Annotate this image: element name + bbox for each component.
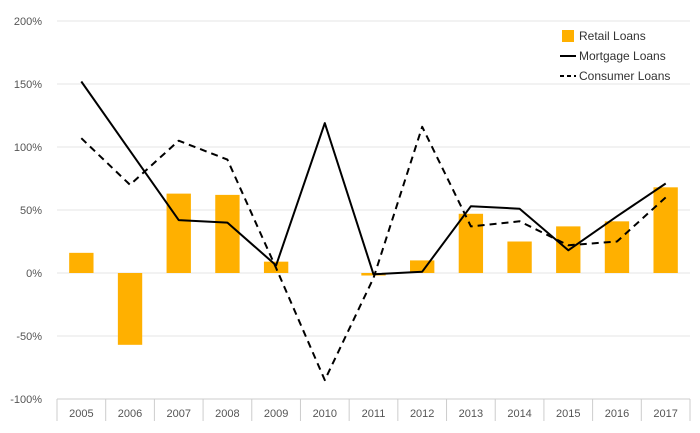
bar-series-retail-loans — [69, 187, 678, 345]
x-tick-label: 2006 — [118, 408, 142, 420]
x-tick-label: 2017 — [653, 408, 677, 420]
bar-2007 — [166, 193, 191, 273]
x-tick-label: 2008 — [215, 408, 239, 420]
y-tick-label: 100% — [14, 142, 42, 154]
y-tick-label: 50% — [20, 205, 42, 217]
x-tick-label: 2005 — [69, 408, 93, 420]
x-tick-label: 2014 — [507, 408, 531, 420]
bar-2013 — [458, 213, 484, 273]
y-tick-label: 200% — [14, 16, 42, 28]
bar-2005 — [69, 252, 94, 273]
y-tick-label: 0% — [26, 268, 42, 280]
bar-2008 — [215, 194, 240, 273]
x-tick-label: 2013 — [459, 408, 483, 420]
axes — [56, 398, 691, 421]
y-tick-label: 150% — [14, 79, 42, 91]
x-tick-label: 2015 — [556, 408, 580, 420]
grid-lines — [57, 20, 690, 337]
y-tick-label: -50% — [16, 331, 42, 343]
line-series — [80, 80, 667, 382]
legend-label-mortgage-loans: Mortgage Loans — [579, 49, 666, 63]
bar-2014 — [507, 241, 532, 273]
y-tick-label: -100% — [10, 394, 42, 406]
bar-2006 — [117, 273, 143, 345]
legend-swatch-retail-loans — [562, 30, 574, 42]
x-tick-labels: 2005 2006 2007 2008 2009 2010 2011 2012 2013 2014… — [69, 408, 678, 420]
x-tick-label: 2007 — [166, 408, 190, 420]
x-tick-label: 2016 — [605, 408, 629, 420]
line-consumer-loans — [80, 125, 667, 382]
x-tick-label: 2011 — [362, 408, 386, 420]
bar-2017 — [653, 187, 678, 273]
line-mortgage-loans — [80, 80, 667, 276]
bar-2016 — [604, 221, 630, 273]
legend-label-consumer-loans: Consumer Loans — [579, 69, 670, 83]
y-tick-labels: -100% -50% 0% 50% 100% 150% 200% — [10, 16, 42, 406]
legend: Retail Loans Mortgage Loans Consumer Loans — [560, 29, 670, 83]
x-tick-label: 2010 — [313, 408, 337, 420]
x-tick-label: 2012 — [410, 408, 434, 420]
x-tick-label: 2009 — [264, 408, 288, 420]
legend-label-retail-loans: Retail Loans — [579, 29, 646, 43]
